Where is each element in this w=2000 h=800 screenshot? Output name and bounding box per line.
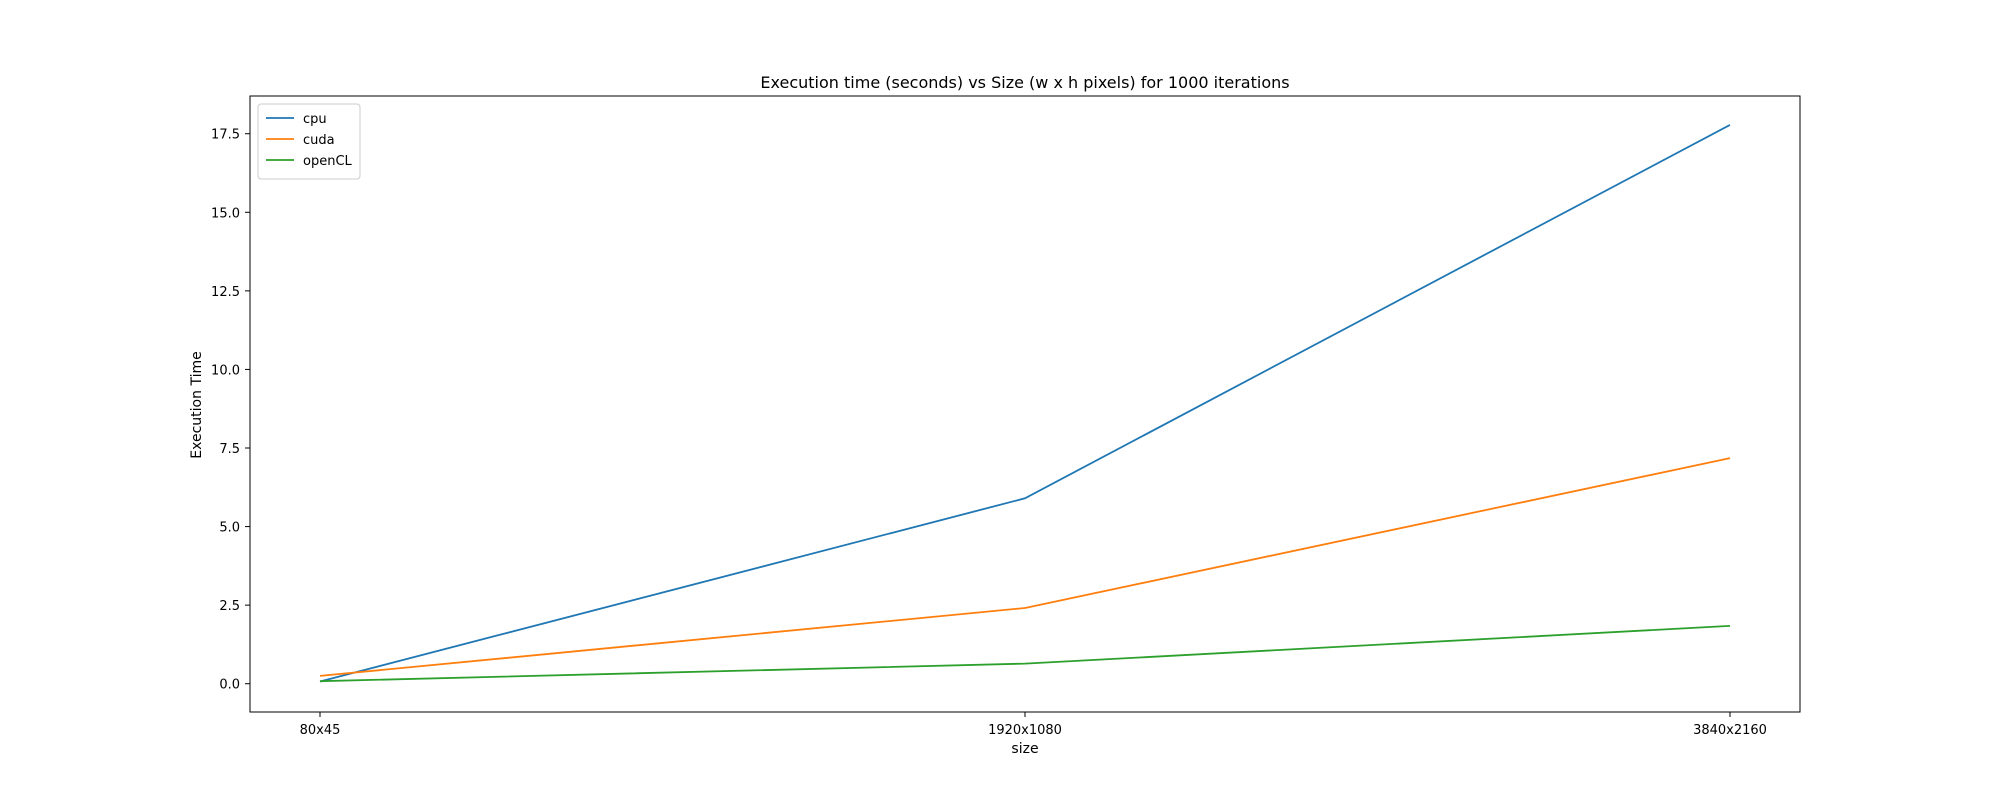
series-line-cuda [319, 457, 1731, 677]
plot-area: 0.0 2.5 5.0 7.5 10.0 12.5 15.0 17.5 80x45 1920x10… [211, 95, 1801, 738]
legend-label-cpu: cpu [303, 112, 327, 127]
y-tick-label: 7.5 [219, 442, 240, 457]
y-tick-label: 5.0 [219, 521, 240, 536]
x-axis-label: size [1011, 741, 1038, 757]
y-tick-label: 0.0 [219, 678, 240, 693]
y-tick-label: 2.5 [219, 599, 240, 614]
y-tick-label: 12.5 [211, 285, 240, 300]
x-tick-label: 80x45 [300, 723, 341, 738]
chart-title: Execution time (seconds) vs Size (w x h … [760, 73, 1289, 92]
x-tick-label: 3840x2160 [1693, 723, 1767, 738]
legend-label-openCL: openCL [303, 154, 353, 169]
x-tick-label: 1920x1080 [988, 723, 1062, 738]
y-tick-label: 17.5 [211, 128, 240, 143]
series-line-openCL [319, 625, 1731, 683]
legend-label-cuda: cuda [303, 133, 335, 148]
y-tick-label: 10.0 [211, 363, 240, 378]
series-line-cpu [319, 124, 1731, 683]
y-axis-label: Execution Time [189, 351, 205, 458]
y-tick-label: 15.0 [211, 206, 240, 221]
